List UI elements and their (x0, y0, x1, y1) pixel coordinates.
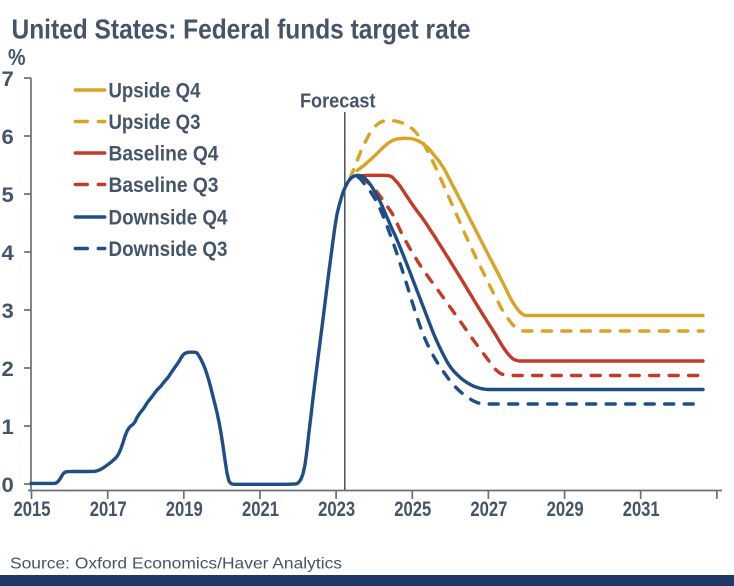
svg-text:7: 7 (2, 66, 14, 91)
svg-text:United States: Federal funds t: United States: Federal funds target rate (12, 14, 471, 45)
svg-text:Downside Q4: Downside Q4 (109, 207, 228, 230)
svg-text:2017: 2017 (90, 496, 127, 521)
svg-text:Forecast: Forecast (300, 90, 376, 113)
svg-text:Baseline Q3: Baseline Q3 (109, 174, 219, 197)
svg-text:Downside Q3: Downside Q3 (109, 238, 228, 261)
svg-text:2021: 2021 (242, 496, 279, 521)
svg-text:Upside Q4: Upside Q4 (109, 80, 201, 103)
svg-text:2025: 2025 (394, 496, 431, 521)
svg-text:%: % (8, 44, 26, 70)
svg-text:2019: 2019 (166, 496, 203, 521)
svg-text:Baseline Q4: Baseline Q4 (109, 143, 219, 166)
svg-text:4: 4 (2, 240, 14, 265)
svg-text:5: 5 (2, 182, 14, 207)
svg-text:1: 1 (2, 414, 14, 439)
svg-text:Upside Q3: Upside Q3 (109, 111, 201, 134)
svg-text:3: 3 (2, 298, 14, 323)
svg-text:6: 6 (2, 124, 14, 149)
svg-text:2023: 2023 (318, 496, 355, 521)
svg-text:2027: 2027 (470, 496, 507, 521)
svg-text:2031: 2031 (623, 496, 660, 521)
svg-text:0: 0 (2, 472, 14, 497)
svg-text:2: 2 (2, 356, 14, 381)
svg-text:2015: 2015 (14, 496, 51, 521)
svg-text:2029: 2029 (547, 496, 584, 521)
svg-text:Source: Oxford Economics/Haver: Source: Oxford Economics/Haver Analytics (10, 556, 342, 573)
